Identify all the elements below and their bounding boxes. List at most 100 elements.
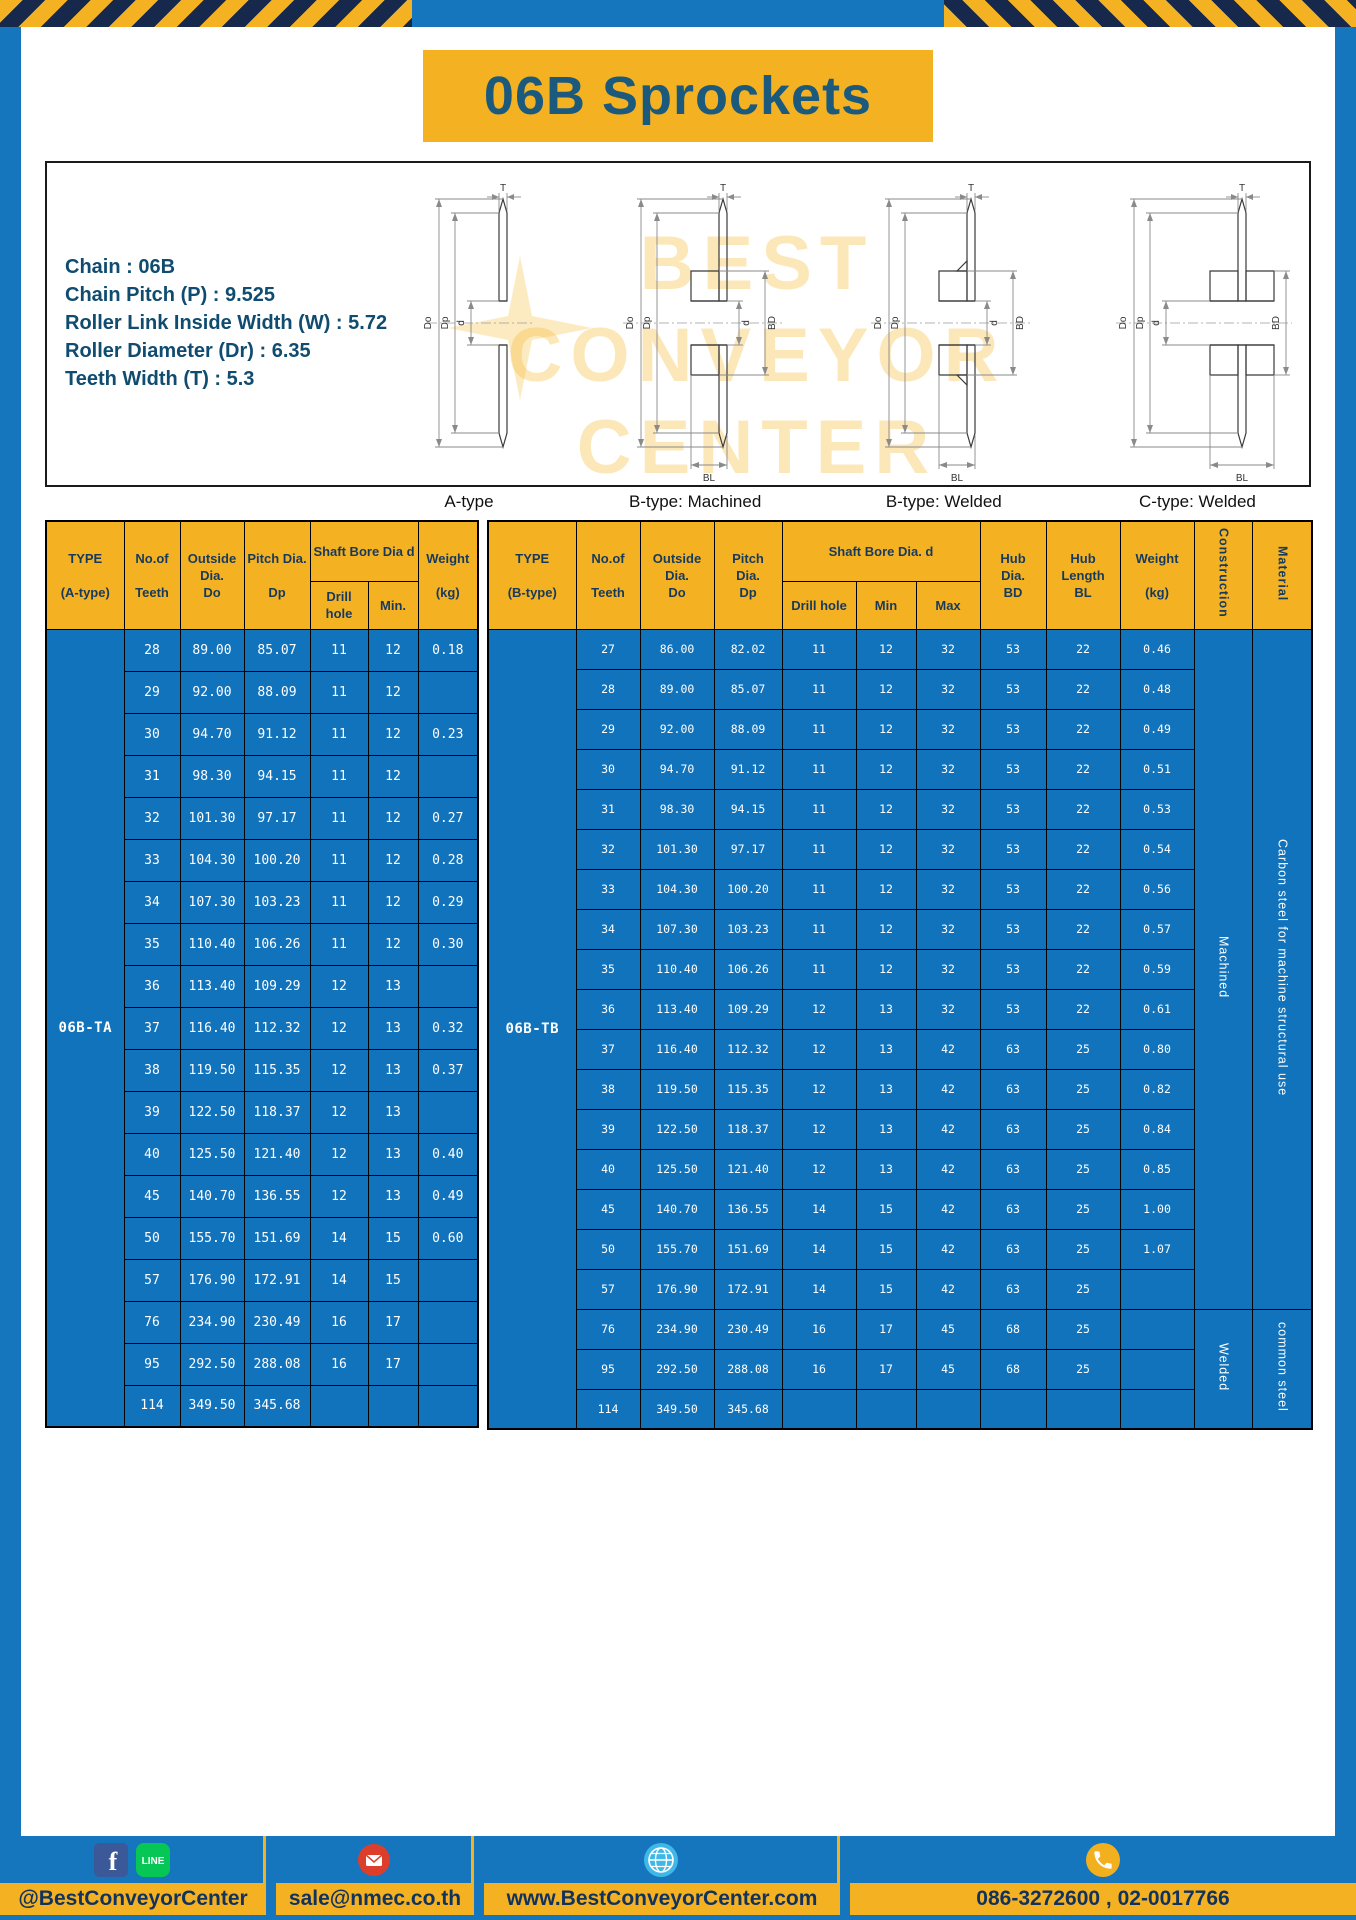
data-cell: [417, 1258, 479, 1302]
svg-text:d: d: [741, 320, 752, 326]
svg-text:d: d: [989, 320, 1000, 326]
data-cell: 11: [781, 628, 857, 670]
data-cell: 45: [575, 1188, 641, 1230]
data-cell: 14: [781, 1188, 857, 1230]
svg-text:BD: BD: [767, 316, 778, 330]
table-row: 38 119.50 115.35 12 13 0.37: [46, 1048, 479, 1092]
data-cell: 98.30: [639, 788, 715, 830]
col-header-min: Min: [855, 580, 917, 630]
col-header-weight: Weight (kg): [417, 520, 479, 630]
data-cell: 91.12: [243, 712, 311, 756]
diagram-c-type-welded: Do Dp d BD: [1100, 183, 1295, 512]
data-cell: 31: [123, 754, 181, 798]
data-cell: [417, 1300, 479, 1344]
hazard-stripe-left: [0, 0, 412, 27]
data-cell: 53: [979, 668, 1047, 710]
svg-text:d: d: [1151, 320, 1162, 326]
table-row: 45 140.70 136.55 12 13 0.49: [46, 1174, 479, 1218]
table-row: 37 116.40 112.32 12 13 0.32: [46, 1006, 479, 1050]
data-cell: 89.00: [179, 628, 245, 672]
data-cell: [1045, 1388, 1121, 1430]
data-cell: 345.68: [243, 1384, 311, 1428]
data-cell: 97.17: [243, 796, 311, 840]
data-cell: 30: [575, 748, 641, 790]
diagram-caption: C-type: Welded: [1139, 492, 1256, 511]
svg-text:BL: BL: [951, 473, 964, 484]
data-cell: 53: [979, 988, 1047, 1030]
data-cell: 114: [123, 1384, 181, 1428]
data-cell: [309, 1384, 369, 1428]
table-row: 114 349.50 345.68: [488, 1388, 1312, 1430]
data-cell: 136.55: [713, 1188, 783, 1230]
data-cell: 33: [123, 838, 181, 882]
data-cell: 0.82: [1119, 1068, 1195, 1110]
data-cell: 13: [367, 1006, 419, 1050]
col-header-outside-dia: Outside Dia. Do: [179, 520, 245, 630]
data-cell: 345.68: [713, 1388, 783, 1430]
mail-icon: [357, 1843, 390, 1876]
data-cell: 42: [915, 1148, 981, 1190]
table-row: 40 125.50 121.40 12 13 0.40: [46, 1132, 479, 1176]
data-cell: 32: [123, 796, 181, 840]
footer-phone-section: 086-3272600 , 02-0017766: [850, 1836, 1356, 1915]
construction-cell: Machined: [1193, 628, 1253, 1310]
svg-text:T: T: [1239, 183, 1245, 194]
data-cell: 155.70: [179, 1216, 245, 1260]
sprocket-table-a: TYPE (A-type) No.of Teeth Outside Dia. D…: [45, 520, 479, 1428]
svg-text:d: d: [456, 320, 467, 326]
data-cell: 100.20: [713, 868, 783, 910]
data-cell: 106.26: [243, 922, 311, 966]
data-cell: 34: [575, 908, 641, 950]
data-cell: 288.08: [713, 1348, 783, 1390]
type-cell: 06B-TB: [487, 628, 577, 1430]
data-cell: 12: [781, 1068, 857, 1110]
diagram-a-type: Do Dp d T A-type: [399, 183, 539, 512]
data-cell: [417, 964, 479, 1008]
data-cell: 0.30: [417, 922, 479, 966]
data-cell: 31: [575, 788, 641, 830]
data-cell: 11: [309, 880, 369, 924]
data-cell: 13: [855, 1108, 917, 1150]
svg-text:LINE: LINE: [141, 1856, 164, 1867]
data-cell: 14: [781, 1228, 857, 1270]
svg-text:f: f: [108, 1847, 117, 1876]
data-cell: 22: [1045, 988, 1121, 1030]
data-cell: 1.07: [1119, 1228, 1195, 1270]
table-row: 30 94.70 91.12 11 12 0.23: [46, 712, 479, 756]
data-cell: 113.40: [179, 964, 245, 1008]
col-header-max: Max: [915, 580, 981, 630]
data-cell: 97.17: [713, 828, 783, 870]
data-cell: 33: [575, 868, 641, 910]
data-cell: 17: [855, 1308, 917, 1350]
spec-line: Roller Link Inside Width (W) : 5.72: [65, 312, 388, 334]
data-cell: 119.50: [179, 1048, 245, 1092]
data-cell: 34: [123, 880, 181, 924]
data-cell: 104.30: [179, 838, 245, 882]
data-cell: 140.70: [179, 1174, 245, 1218]
data-cell: 11: [309, 712, 369, 756]
data-cell: [915, 1388, 981, 1430]
data-cell: 100.20: [243, 838, 311, 882]
data-cell: 115.35: [713, 1068, 783, 1110]
data-cell: 15: [855, 1268, 917, 1310]
data-cell: 0.40: [417, 1132, 479, 1176]
line-icon: LINE: [135, 1842, 170, 1877]
data-cell: 38: [575, 1068, 641, 1110]
data-cell: 0.29: [417, 880, 479, 924]
data-cell: 13: [855, 988, 917, 1030]
data-cell: 98.30: [179, 754, 245, 798]
table-row: 95 292.50 288.08 16 17: [46, 1342, 479, 1386]
data-cell: 0.18: [417, 628, 479, 672]
data-cell: 32: [915, 988, 981, 1030]
data-cell: [979, 1388, 1047, 1430]
data-cell: 25: [1045, 1228, 1121, 1270]
data-cell: 63: [979, 1028, 1047, 1070]
data-cell: 11: [781, 668, 857, 710]
data-cell: 37: [575, 1028, 641, 1070]
data-cell: 94.70: [179, 712, 245, 756]
data-cell: 92.00: [639, 708, 715, 750]
table-row: 57 176.90 172.91 14 15 42 63 25: [488, 1268, 1312, 1310]
data-cell: 230.49: [713, 1308, 783, 1350]
col-header-type-b: TYPE (B-type): [487, 520, 577, 630]
data-cell: 11: [309, 628, 369, 672]
